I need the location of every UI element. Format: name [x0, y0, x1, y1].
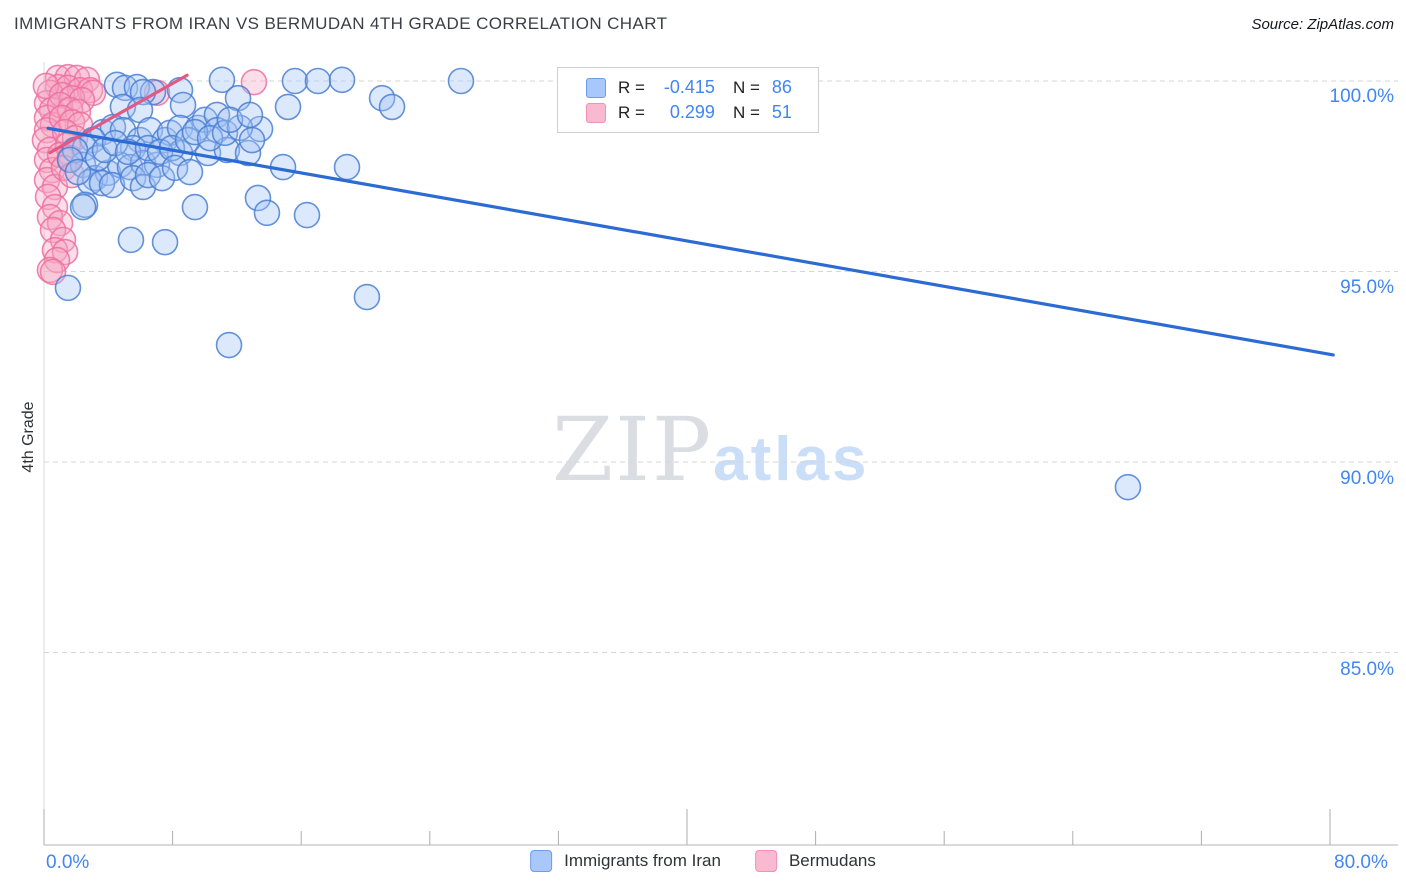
- scatter-point-iran[interactable]: [447, 67, 475, 95]
- scatter-point-iran[interactable]: [304, 67, 332, 95]
- trend-line-iran: [46, 126, 1335, 357]
- scatter-point-iran[interactable]: [81, 164, 109, 192]
- scatter-point-iran[interactable]: [281, 67, 309, 95]
- scatter-point-iran[interactable]: [293, 201, 321, 229]
- scatter-point-iran[interactable]: [378, 93, 406, 121]
- legend-label: Immigrants from Iran: [564, 851, 721, 870]
- scatter-point-iran[interactable]: [117, 226, 145, 254]
- n-value-pink: 51: [771, 102, 792, 122]
- pink-series-swatch: [754, 850, 777, 872]
- scatter-point-iran[interactable]: [54, 274, 82, 302]
- y-tick-label-95: 95.0%: [1340, 277, 1394, 298]
- scatter-point-iran[interactable]: [151, 228, 179, 256]
- scatter-point-iran[interactable]: [114, 138, 142, 166]
- y-tick-label-85: 85.0%: [1340, 659, 1394, 680]
- page-title: IMMIGRANTS FROM IRAN VS BERMUDAN 4TH GRA…: [14, 14, 668, 33]
- x-max-label: 80.0%: [1334, 852, 1388, 873]
- watermark-atlas: atlas: [713, 425, 870, 494]
- scatter-point-bermudan[interactable]: [41, 236, 69, 264]
- scatter-point-iran[interactable]: [236, 101, 264, 129]
- n-value-blue: 86: [771, 77, 792, 97]
- scatter-point-iran[interactable]: [98, 171, 126, 199]
- scatter-point-bermudan[interactable]: [32, 72, 60, 100]
- legend-item-immigrants-from-iran: Immigrants from Iran: [530, 850, 721, 872]
- legend-item-bermudans: Bermudans: [754, 850, 876, 872]
- watermark: ZIPatlas: [552, 398, 869, 501]
- trend-line-bermudans: [48, 73, 189, 155]
- series-legend: Immigrants from Iran Bermudans: [530, 850, 876, 872]
- r-label: R =: [618, 77, 645, 97]
- scatter-point-iran[interactable]: [274, 93, 302, 121]
- x-min-label: 0.0%: [46, 852, 90, 873]
- scatter-point-bermudan[interactable]: [39, 216, 67, 244]
- source-note: Source: ZipAtlas.com: [1251, 16, 1394, 33]
- pink-series-swatch: [586, 102, 606, 123]
- y-tick-label-100: 100.0%: [1329, 86, 1394, 107]
- scatter-point-iran[interactable]: [253, 199, 281, 227]
- r-label: R =: [618, 102, 645, 122]
- scatter-point-iran[interactable]: [161, 154, 189, 182]
- scatter-point-bermudan[interactable]: [48, 81, 76, 109]
- legend-row-blue: R = -0.415 N = 86: [586, 75, 806, 100]
- scatter-point-bermudan[interactable]: [240, 68, 268, 96]
- scatter-point-iran[interactable]: [353, 283, 381, 311]
- scatter-point-iran[interactable]: [238, 126, 266, 154]
- r-value-pink: 0.299: [669, 102, 715, 122]
- legend-row-pink: R = 0.299 N = 51: [586, 100, 806, 125]
- r-value-blue: -0.415: [663, 77, 715, 97]
- scatter-point-iran[interactable]: [196, 124, 224, 152]
- blue-series-swatch: [586, 77, 606, 98]
- scatter-point-iran[interactable]: [208, 66, 236, 94]
- n-label: N =: [732, 102, 760, 122]
- blue-series-swatch: [530, 850, 553, 872]
- n-label: N =: [732, 77, 760, 97]
- scatter-point-iran[interactable]: [215, 331, 243, 359]
- scatter-point-iran[interactable]: [181, 193, 209, 221]
- scatter-point-iran[interactable]: [176, 158, 204, 186]
- y-tick-label-90: 90.0%: [1340, 468, 1394, 489]
- scatter-point-iran[interactable]: [64, 158, 92, 186]
- scatter-point-iran[interactable]: [1114, 473, 1142, 501]
- scatter-point-iran[interactable]: [181, 118, 209, 146]
- scatter-point-iran[interactable]: [69, 193, 97, 221]
- scatter-point-bermudan[interactable]: [51, 238, 79, 266]
- scatter-point-iran[interactable]: [244, 184, 272, 212]
- scatter-point-iran[interactable]: [328, 66, 356, 94]
- legend-label: Bermudans: [788, 851, 876, 870]
- scatter-point-iran[interactable]: [216, 106, 244, 134]
- scatter-point-iran[interactable]: [333, 153, 361, 181]
- correlation-legend-box: R = -0.415 N = 86 R = 0.299 N = 51: [557, 67, 819, 133]
- y-axis-title: 4th Grade: [20, 401, 37, 473]
- scatter-point-iran[interactable]: [169, 91, 197, 119]
- watermark-zip: ZIP: [552, 398, 714, 501]
